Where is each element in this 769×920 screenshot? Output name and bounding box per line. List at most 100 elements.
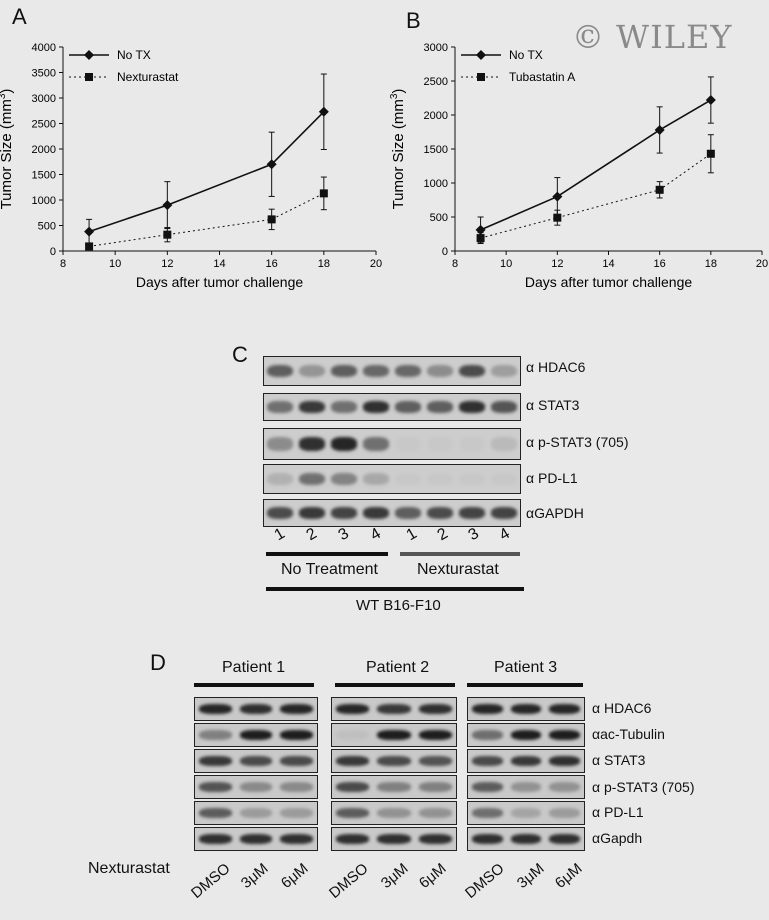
blot-band — [299, 401, 325, 413]
blot-band — [199, 834, 232, 844]
blot-band — [459, 364, 485, 378]
patient-1-bar — [194, 683, 314, 687]
y-tick-label: 3000 — [424, 42, 448, 54]
blot-band — [336, 730, 370, 740]
legend-label: Tubastatin A — [509, 70, 575, 84]
legend-marker — [477, 73, 485, 81]
blot-band — [427, 401, 453, 413]
blot-band — [239, 704, 273, 714]
blot-band — [491, 473, 517, 485]
y-axis-label: Tumor Size (mm3) — [390, 89, 407, 210]
blot-d-strip — [467, 697, 585, 721]
blot-band — [549, 704, 581, 714]
blot-band — [549, 834, 581, 844]
blot-band — [199, 730, 232, 740]
blot-band — [395, 507, 421, 519]
condition-label: 6μM — [277, 859, 312, 892]
condition-label: DMSO — [326, 859, 372, 902]
blot-band — [459, 473, 485, 485]
legend-label: No TX — [509, 48, 543, 62]
data-point — [85, 242, 94, 251]
blot-c-strip — [263, 393, 521, 421]
blot-band — [299, 437, 325, 451]
y-tick-label: 1000 — [32, 195, 56, 207]
blot-band — [427, 473, 453, 485]
blot-d-strip — [467, 723, 585, 747]
blot-d-strip — [467, 775, 585, 799]
legend-marker — [85, 73, 93, 81]
panel-letter-a: A — [12, 4, 27, 29]
blot-band — [280, 704, 313, 714]
data-point — [266, 159, 277, 170]
blot-band — [510, 730, 542, 740]
blot-band — [377, 730, 411, 740]
blot-c-label-pstat3: α p-STAT3 (705) — [526, 434, 629, 450]
blot-band — [471, 704, 503, 714]
x-tick-label: 12 — [551, 258, 563, 270]
blot-band — [459, 507, 485, 519]
y-tick-label: 500 — [430, 212, 448, 224]
blot-band — [363, 364, 389, 378]
condition-label: 6μM — [551, 859, 586, 892]
blot-d-strip — [194, 775, 318, 799]
data-point — [706, 149, 715, 158]
cell-line-label: WT B16-F10 — [356, 597, 441, 614]
blot-band — [336, 704, 370, 714]
blot-band — [239, 782, 273, 792]
blot-band — [491, 507, 517, 519]
condition-label: DMSO — [462, 859, 508, 902]
data-point — [476, 234, 485, 243]
blot-d-strip — [331, 723, 457, 747]
blot-band — [459, 437, 485, 450]
data-point — [552, 191, 563, 202]
legend-label: No TX — [117, 48, 151, 62]
y-tick-label: 500 — [38, 221, 56, 233]
blot-band — [510, 756, 542, 766]
blot-c-strip — [263, 464, 521, 494]
patient-2-bar — [335, 683, 455, 687]
blot-d-strip — [194, 749, 318, 773]
blot-band — [363, 472, 389, 486]
wiley-watermark: © WILEY — [572, 18, 733, 56]
data-point — [162, 200, 173, 211]
blot-band — [491, 364, 517, 378]
y-tick-label: 2500 — [32, 119, 56, 131]
blot-band — [471, 730, 503, 740]
blot-d-strip — [467, 827, 585, 851]
group-bar-no-treatment — [266, 552, 388, 556]
panel-letter-c: C — [232, 342, 248, 367]
y-axis-label: Tumor Size (mm3) — [0, 89, 15, 210]
blot-band — [331, 364, 357, 378]
blot-band — [427, 437, 453, 450]
blot-band — [395, 473, 421, 485]
blot-d-label-hdac6: α HDAC6 — [592, 700, 652, 716]
data-point — [84, 226, 95, 237]
blot-d-strip — [331, 801, 457, 825]
blot-d-strip — [331, 775, 457, 799]
blot-c-label-pdl1: α PD-L1 — [526, 470, 578, 486]
blot-band — [549, 808, 581, 818]
blot-band — [471, 808, 503, 818]
blot-band — [280, 782, 313, 792]
blot-band — [331, 507, 357, 519]
blot-c-label-gapdh: αGAPDH — [526, 505, 584, 521]
blot-band — [199, 704, 232, 714]
data-point — [267, 215, 276, 224]
y-tick-label: 3500 — [32, 68, 56, 80]
blot-band — [418, 730, 452, 740]
blot-band — [299, 472, 325, 486]
x-tick-label: 18 — [705, 258, 717, 270]
data-point — [319, 189, 328, 198]
blot-c-label-hdac6: α HDAC6 — [526, 359, 586, 375]
condition-label: 6μM — [415, 859, 450, 892]
blot-band — [267, 472, 293, 486]
blot-band — [280, 834, 313, 844]
blot-band — [427, 507, 453, 519]
blot-band — [239, 730, 273, 740]
blot-band — [280, 756, 313, 766]
patient-3-label: Patient 3 — [494, 659, 558, 676]
x-axis-label: Days after tumor challenge — [136, 274, 304, 290]
x-tick-label: 14 — [213, 258, 225, 270]
blot-band — [471, 782, 503, 792]
blot-band — [267, 437, 293, 451]
